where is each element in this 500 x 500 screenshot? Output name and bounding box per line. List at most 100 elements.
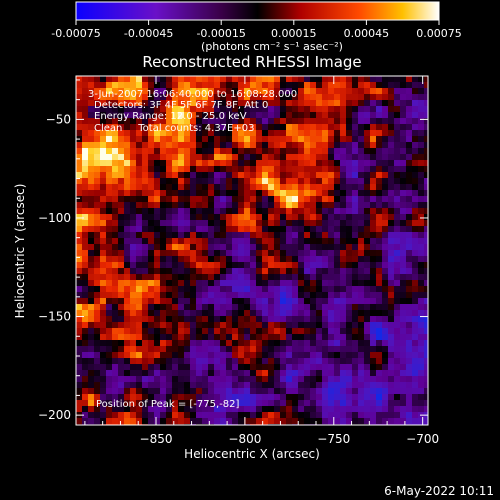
heatmap-cell [244,412,250,418]
heatmap-cell [370,232,376,238]
heatmap-cell [280,352,286,358]
heatmap-cell [340,106,346,112]
heatmap-cell [280,130,286,136]
heatmap-cell [76,310,82,316]
heatmap-cell [256,412,262,418]
heatmap-cell [244,226,250,232]
heatmap-cell [268,238,274,244]
heatmap-cell [178,202,184,208]
heatmap-cell [376,412,382,418]
heatmap-cell [100,142,106,148]
heatmap-cell [400,244,406,250]
heatmap-cell [244,394,250,400]
heatmap-cell [340,334,346,340]
heatmap-cell [256,106,262,112]
heatmap-cell [250,136,256,142]
heatmap-cell [412,418,418,424]
heatmap-cell [76,106,82,112]
heatmap-cell [220,262,226,268]
heatmap-cell [184,130,190,136]
heatmap-cell [226,340,232,346]
heatmap-cell [346,166,352,172]
heatmap-cell [136,304,142,310]
heatmap-cell [310,178,316,184]
heatmap-cell [226,226,232,232]
heatmap-cell [418,184,424,190]
heatmap-cell [232,400,238,406]
heatmap-cell [118,376,124,382]
heatmap-cell [232,256,238,262]
heatmap-cell [334,274,340,280]
heatmap-cell [424,82,428,88]
heatmap-cell [370,148,376,154]
heatmap-cell [172,82,178,88]
heatmap-cell [82,412,88,418]
heatmap-cell [418,280,424,286]
heatmap-cell [232,244,238,250]
heatmap-cell [202,172,208,178]
heatmap-cell [226,412,232,418]
heatmap-cell [376,304,382,310]
heatmap-cell [76,304,82,310]
heatmap-cell [226,124,232,130]
heatmap-cell [202,334,208,340]
heatmap-cell [214,370,220,376]
heatmap-cell [220,412,226,418]
heatmap-cell [256,214,262,220]
heatmap-cell [382,154,388,160]
heatmap-cell [394,202,400,208]
heatmap-cell [190,292,196,298]
heatmap-cell [322,256,328,262]
heatmap-cell [124,382,130,388]
heatmap-cell [418,388,424,394]
heatmap-cell [136,340,142,346]
heatmap-cell [82,142,88,148]
heatmap-cell [364,250,370,256]
heatmap-cell [364,238,370,244]
heatmap-cell [154,400,160,406]
heatmap-cell [166,364,172,370]
heatmap-cell [136,142,142,148]
heatmap-cell [88,172,94,178]
heatmap-cell [112,106,118,112]
heatmap-cell [292,130,298,136]
heatmap-cell [106,370,112,376]
heatmap-cell [244,262,250,268]
heatmap-cell [226,118,232,124]
heatmap-cell [388,226,394,232]
heatmap-cell [226,250,232,256]
heatmap-cell [202,316,208,322]
heatmap-cell [142,166,148,172]
heatmap-cell [310,406,316,412]
heatmap-cell [88,340,94,346]
heatmap-cell [136,358,142,364]
heatmap-cell [316,232,322,238]
heatmap-cell [184,316,190,322]
heatmap-cell [136,346,142,352]
heatmap-cell [226,244,232,250]
heatmap-cell [88,400,94,406]
heatmap-cell [256,208,262,214]
heatmap-cell [262,274,268,280]
heatmap-cell [160,100,166,106]
heatmap-cell [316,142,322,148]
heatmap-cell [298,316,304,322]
heatmap-cell [244,418,250,424]
heatmap-cell [394,142,400,148]
heatmap-cell [250,124,256,130]
heatmap-cell [178,232,184,238]
heatmap-cell [334,148,340,154]
heatmap-cell [274,376,280,382]
heatmap-cell [316,208,322,214]
heatmap-cell [130,322,136,328]
heatmap-cell [388,148,394,154]
heatmap-cell [178,250,184,256]
heatmap-cell [400,178,406,184]
heatmap-cell [202,280,208,286]
heatmap-cell [154,328,160,334]
heatmap-cell [214,184,220,190]
heatmap-cell [232,316,238,322]
heatmap-cell [292,94,298,100]
heatmap-cell [130,346,136,352]
heatmap-cell [286,286,292,292]
